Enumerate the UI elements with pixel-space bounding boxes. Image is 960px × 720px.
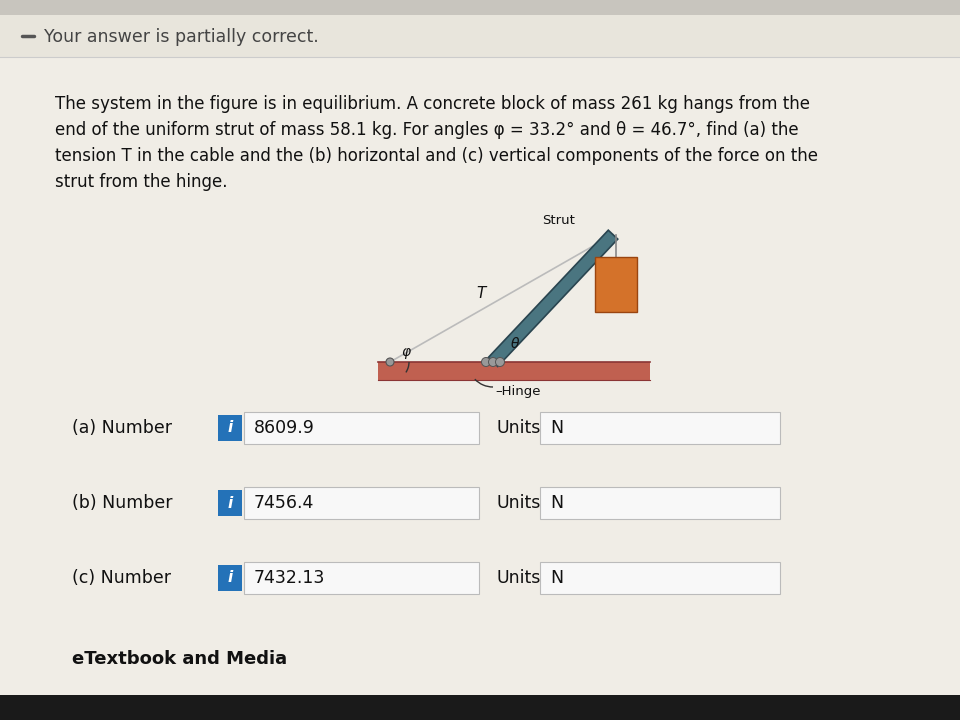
Text: strut from the hinge.: strut from the hinge. — [55, 173, 228, 191]
Circle shape — [386, 358, 394, 366]
Text: end of the uniform strut of mass 58.1 kg. For angles φ = 33.2° and θ = 46.7°, fi: end of the uniform strut of mass 58.1 kg… — [55, 121, 799, 139]
Text: (c) Number: (c) Number — [72, 569, 171, 587]
Bar — [595, 256, 637, 312]
Text: The system in the figure is in equilibrium. A concrete block of mass 261 kg hang: The system in the figure is in equilibri… — [55, 95, 810, 113]
Text: Units: Units — [497, 569, 541, 587]
Text: T: T — [477, 286, 486, 301]
Text: tension T in the cable and the (b) horizontal and (c) vertical components of the: tension T in the cable and the (b) horiz… — [55, 147, 818, 165]
Bar — [218, 565, 242, 591]
Text: eTextbook and Media: eTextbook and Media — [72, 650, 287, 668]
Text: i: i — [228, 570, 232, 585]
Text: i: i — [228, 420, 232, 436]
Text: 7456.4: 7456.4 — [254, 494, 314, 512]
Circle shape — [495, 358, 505, 366]
Text: –Hinge: –Hinge — [495, 385, 540, 398]
Text: (a) Number: (a) Number — [72, 419, 172, 437]
Bar — [218, 490, 242, 516]
Text: Units: Units — [497, 494, 541, 512]
Bar — [244, 412, 479, 444]
Bar — [540, 562, 780, 594]
Bar — [540, 487, 780, 519]
Text: N: N — [550, 419, 564, 437]
Bar — [0, 695, 960, 720]
Text: N: N — [550, 569, 564, 587]
Circle shape — [489, 358, 497, 366]
Text: (b) Number: (b) Number — [72, 494, 173, 512]
Text: Strut: Strut — [542, 214, 575, 227]
Bar — [0, 0, 960, 15]
Circle shape — [482, 358, 491, 366]
Text: Units: Units — [497, 419, 541, 437]
Bar — [0, 15, 960, 57]
Text: 7432.13: 7432.13 — [254, 569, 325, 587]
Bar — [218, 415, 242, 441]
Text: i: i — [228, 495, 232, 510]
Text: φ: φ — [401, 345, 411, 359]
Text: Your answer is partially correct.: Your answer is partially correct. — [44, 28, 319, 46]
Bar — [378, 362, 650, 380]
Polygon shape — [489, 230, 617, 366]
Bar — [540, 412, 780, 444]
Text: θ: θ — [511, 337, 519, 351]
Bar — [244, 487, 479, 519]
Bar — [244, 562, 479, 594]
Text: N: N — [550, 494, 564, 512]
Text: 8609.9: 8609.9 — [254, 419, 315, 437]
